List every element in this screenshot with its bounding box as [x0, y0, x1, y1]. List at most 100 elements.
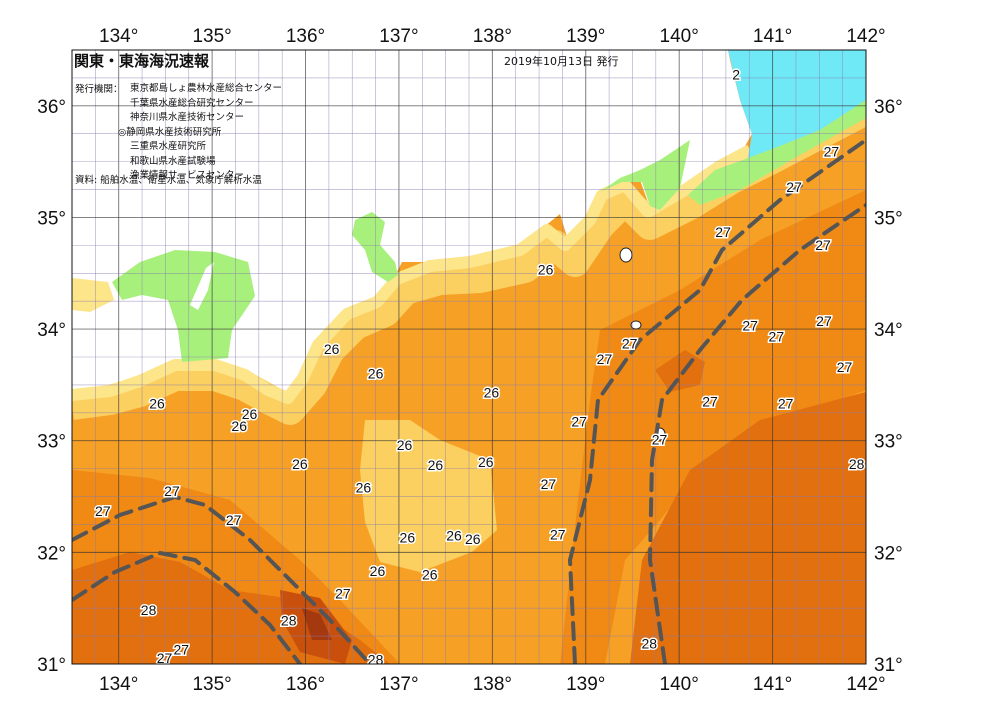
seto-inland-sea: [72, 278, 114, 312]
longitude-tick-label: 134°: [99, 26, 138, 47]
longitude-tick-label: 137°: [379, 674, 418, 695]
longitude-tick-label: 134°: [99, 674, 138, 695]
longitude-tick-label: 135°: [192, 674, 231, 695]
contour-label: 27: [786, 179, 802, 195]
warm-water-east: [560, 190, 866, 664]
latitude-tick-label: 32°: [874, 543, 903, 564]
axis-labels: 134° 134° 135° 135° 136° 136° 137° 137° 138° 138°…: [37, 26, 902, 695]
contour-label: 27: [715, 224, 731, 240]
contour-label: 26: [484, 385, 500, 401]
longitude-tick-label: 137°: [379, 26, 418, 47]
contour-label: 28: [141, 602, 157, 618]
contour-label: 27: [226, 512, 242, 528]
awaji-island: [190, 262, 214, 310]
longitude-tick-label: 142°: [846, 674, 885, 695]
longitude-tick-label: 136°: [286, 674, 325, 695]
contour-label: 27: [816, 313, 832, 329]
data-sources: 資料: 船舶水温、衛星水温、気象庁解析水温: [75, 175, 262, 186]
longitude-tick-label: 141°: [753, 26, 792, 47]
contour-label: 27: [742, 318, 758, 334]
longitude-tick-label: 138°: [473, 674, 512, 695]
issuer: 東京都島しょ農林水産総合センター: [130, 83, 283, 94]
issuer-lead: ◎静岡県水産技術研究所: [118, 126, 222, 138]
contour-label: 26: [400, 530, 416, 546]
contour-label: 26: [149, 396, 165, 412]
contour-label: 27: [824, 143, 840, 159]
lat-lon-grid: [72, 50, 866, 664]
issuer-list: 東京都島しょ農林水産総合センター 千葉県水産総合研究センター 神奈川県水産技術セ…: [118, 82, 283, 184]
contour-label: 27: [157, 650, 173, 666]
green-water: [688, 100, 866, 205]
latitude-tick-label: 31°: [37, 655, 66, 676]
contour-label: 27: [164, 483, 180, 499]
contour-label: 26: [356, 479, 372, 495]
longitude-tick-label: 141°: [753, 674, 792, 695]
contour-label: 27: [550, 526, 566, 542]
contour-label: 27: [335, 585, 351, 601]
contour-label: 27: [815, 237, 831, 253]
contour-label: 28: [368, 651, 384, 667]
contour-label: 27: [778, 396, 794, 412]
ise-bay: [352, 212, 398, 282]
issuer: 神奈川県水産技術センター: [130, 112, 245, 123]
sagami-bay: [600, 140, 690, 210]
contour-label: 27: [541, 476, 557, 492]
contour-label: 27: [652, 431, 668, 447]
longitude-tick-label: 140°: [660, 674, 699, 695]
longitude-tick-label: 139°: [566, 26, 605, 47]
longitude-tick-label: 138°: [473, 26, 512, 47]
hottest-core: [302, 608, 332, 640]
contour-label: 26: [368, 366, 384, 382]
contour-label: 26: [231, 418, 247, 434]
kuroshio-axis-east-outer: [647, 203, 866, 664]
latitude-tick-label: 34°: [37, 320, 66, 341]
latitude-tick-label: 35°: [874, 208, 903, 229]
cool-water-patch: [360, 420, 497, 572]
island: [619, 247, 633, 263]
kuroshio-axis-east-inner: [567, 138, 866, 664]
issuer-label: 発行機関：: [75, 84, 123, 95]
issuer: 漁業情報サービスセンター: [130, 170, 245, 181]
contour-label: 26: [465, 531, 481, 547]
contour-label: 26: [397, 437, 413, 453]
contour-label: 27: [174, 641, 190, 657]
latitude-tick-label: 36°: [37, 97, 66, 118]
longitude-tick-label: 136°: [286, 26, 325, 47]
issuer: 三重県水産研究所: [130, 141, 207, 152]
latitude-tick-label: 33°: [37, 432, 66, 453]
contour-label: 26: [428, 457, 444, 473]
kuroshio-axis-west-upper: [72, 494, 372, 664]
coastal-band: [72, 96, 866, 425]
latitude-tick-label: 36°: [874, 97, 903, 118]
kuroshio-axis-west-lower: [72, 550, 302, 664]
contour-label: 26: [538, 262, 554, 278]
latitude-tick-label: 31°: [874, 655, 903, 676]
issue-date: 2019年10月13日 発行: [504, 55, 619, 68]
contour-label: 27: [95, 503, 111, 519]
latitude-tick-label: 33°: [874, 432, 903, 453]
issuer: 千葉県水産総合研究センター: [130, 97, 254, 109]
map-title: 関東・東海海況速報: [74, 52, 210, 70]
longitude-tick-label: 142°: [846, 26, 885, 47]
contour-label: 28: [641, 636, 657, 652]
osaka-bay-kii-channel: [112, 250, 255, 362]
contour-label: 26: [292, 456, 308, 472]
contour-label: 27: [597, 351, 613, 367]
warmer-water-southeast: [630, 392, 866, 664]
longitude-tick-label: 135°: [192, 26, 231, 47]
issuer: 和歌山県水産試験場: [130, 155, 216, 167]
map-frame: [71, 49, 867, 665]
contour-label: 26: [478, 454, 494, 470]
contour-label: 27: [769, 329, 785, 345]
contour-label: 28: [281, 612, 297, 628]
contour-label: 26: [422, 567, 438, 583]
contour-label: 27: [622, 335, 638, 351]
contour-label: 26: [242, 406, 258, 422]
coastal-band-inner: [72, 144, 753, 404]
cyan-water: [728, 50, 866, 158]
latitude-tick-label: 34°: [874, 320, 903, 341]
contour-label: 2: [732, 66, 740, 82]
latitude-tick-label: 32°: [37, 543, 66, 564]
